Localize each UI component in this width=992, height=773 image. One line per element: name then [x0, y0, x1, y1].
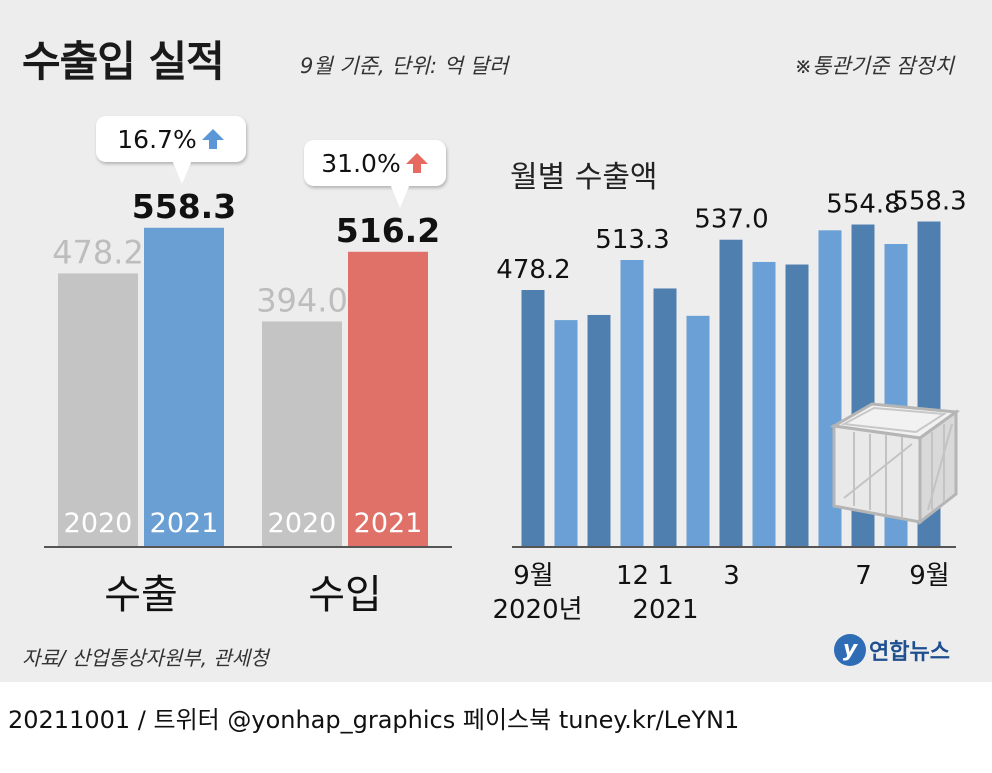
- export-change-callout: 16.7%: [96, 116, 246, 184]
- month-bar-2020-11: [587, 314, 611, 546]
- month-bar-2021-03: [719, 239, 743, 546]
- footer-credits: 20211001 / 트위터 @yonhap_graphics 페이스북 tun…: [8, 706, 740, 734]
- brand-logo: y 연합뉴스: [834, 634, 950, 666]
- month-bar-2021-01: [653, 288, 677, 546]
- data-label: 537.0: [694, 205, 768, 235]
- bar-year-label: 2021: [354, 508, 423, 539]
- page-title: 수출입 실적: [22, 37, 225, 86]
- monthly-chart-title: 월별 수출액: [510, 160, 658, 195]
- category-label: 수출: [104, 572, 178, 618]
- source-note: 자료/ 산업통상자원부, 관세청: [22, 646, 269, 670]
- month-bar-2021-02: [686, 315, 710, 546]
- data-label: 513.3: [595, 225, 669, 255]
- brand-name: 연합뉴스: [869, 640, 950, 665]
- bar-수입-2020: [262, 321, 342, 546]
- bar-수입-2021: [348, 251, 428, 547]
- data-label: 516.2: [336, 211, 440, 250]
- month-bar-2020-12: [620, 259, 644, 546]
- yonhap-logo-icon: y: [834, 634, 866, 666]
- bar-year-label: 2020: [268, 508, 337, 539]
- x-tick-label: 1: [657, 561, 674, 591]
- month-bar-2021-04: [752, 261, 776, 546]
- bar-수출-2021: [144, 227, 224, 547]
- export-change-label: 16.7%: [117, 124, 197, 154]
- month-bar-2020-10: [554, 320, 578, 546]
- import-change-callout: 31.0%: [304, 140, 446, 208]
- up-arrow-icon: [201, 129, 224, 149]
- subtitle: 9월 기준, 단위: 억 달러: [300, 54, 509, 78]
- data-label: 478.2: [52, 233, 144, 271]
- up-arrow-icon: [405, 153, 428, 173]
- bar-year-label: 2021: [150, 508, 219, 539]
- import-change-label: 31.0%: [321, 148, 401, 178]
- x-tick-label: 2021: [632, 595, 698, 625]
- x-tick-label: 3: [723, 561, 740, 591]
- x-tick-label: 9월: [909, 561, 949, 591]
- x-tick-label: 9월: [513, 561, 553, 591]
- data-label: 554.8: [826, 190, 900, 220]
- provisional-note: ※통관기준 잠정치: [794, 54, 954, 78]
- crate-icon: [829, 402, 961, 526]
- x-tick-label: 2020년: [492, 595, 582, 625]
- bar-year-label: 2020: [64, 508, 133, 539]
- month-bar-2021-05: [785, 264, 809, 546]
- data-label: 394.0: [256, 281, 348, 319]
- data-label: 558.3: [892, 187, 966, 217]
- x-tick-label: 12: [616, 561, 649, 591]
- trade-chart: 2020 478.2 2021 558.3 수출 2020 394.0 2021 516.2 수입: [44, 187, 452, 618]
- bar-수출-2020: [58, 273, 138, 546]
- month-bar-2020-09: [521, 290, 545, 546]
- category-label: 수입: [308, 572, 382, 618]
- data-label: 558.3: [132, 187, 236, 226]
- x-tick-label: 7: [855, 561, 872, 591]
- data-label: 478.2: [496, 255, 570, 285]
